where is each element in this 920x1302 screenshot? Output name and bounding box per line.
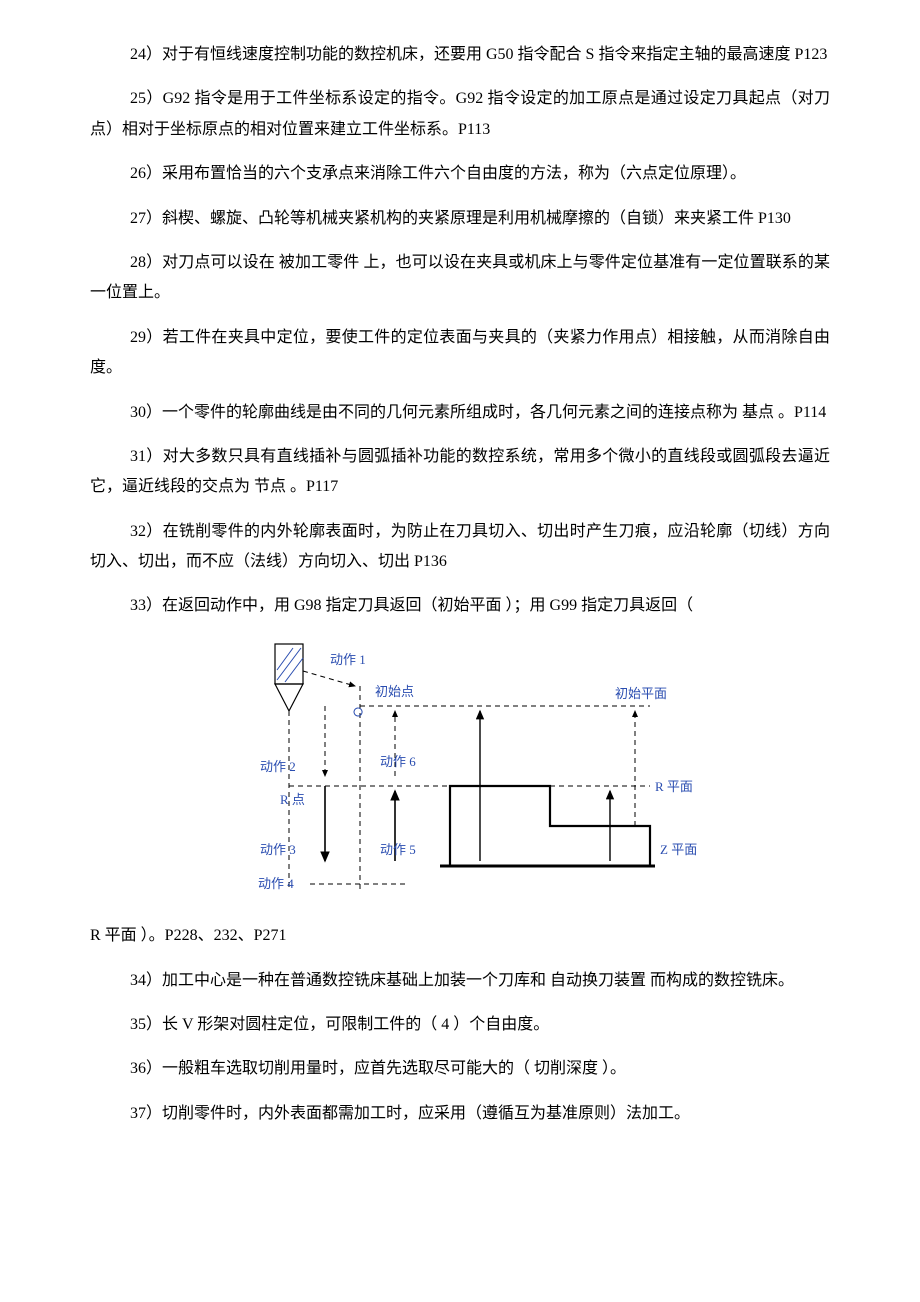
lbl-action4: 动作 4 [258,876,294,891]
lbl-start-point: 初始点 [375,684,414,699]
lbl-action1: 动作 1 [330,652,366,667]
lbl-action6: 动作 6 [380,754,416,769]
lbl-r-point: R 点 [280,792,305,807]
diagram-svg: 动作 1 初始点 初始平面 动作 2 动作 6 R 点 R 平面 动作 3 动作… [180,636,740,906]
para-37: 37）切削零件时，内外表面都需加工时，应采用（遵循互为基准原则）法加工。 [90,1099,830,1129]
para-31: 31）对大多数只具有直线插补与圆弧插补功能的数控系统，常用多个微小的直线段或圆弧… [90,442,830,503]
para-30: 30）一个零件的轮廓曲线是由不同的几何元素所组成时，各几何元素之间的连接点称为 … [90,398,830,428]
para-28: 28）对刀点可以设在 被加工零件 上，也可以设在夹具或机床上与零件定位基准有一定… [90,248,830,309]
para-27: 27）斜楔、螺旋、凸轮等机械夹紧机构的夹紧原理是利用机械摩擦的（自锁）来夹紧工件… [90,204,830,234]
para-33: 33）在返回动作中，用 G98 指定刀具返回（初始平面 ）；用 G99 指定刀具… [90,591,830,621]
lbl-action5: 动作 5 [380,842,416,857]
lbl-action2: 动作 2 [260,759,296,774]
lbl-start-plane: 初始平面 [615,686,667,701]
para-34: 34）加工中心是一种在普通数控铣床基础上加装一个刀库和 自动换刀装置 而构成的数… [90,966,830,996]
para-29: 29）若工件在夹具中定位，要使工件的定位表面与夹具的（夹紧力作用点）相接触，从而… [90,323,830,384]
lbl-z-plane: Z 平面 [660,842,697,857]
para-25: 25）G92 指令是用于工件坐标系设定的指令。G92 指令设定的加工原点是通过设… [90,84,830,145]
para-26: 26）采用布置恰当的六个支承点来消除工件六个自由度的方法，称为（六点定位原理）。 [90,159,830,189]
para-33b: R 平面 ）。P228、232、P271 [90,921,830,951]
para-32: 32）在铣削零件的内外轮廓表面时，为防止在刀具切入、切出时产生刀痕，应沿轮廓（切… [90,517,830,578]
drilling-cycle-diagram: 动作 1 初始点 初始平面 动作 2 动作 6 R 点 R 平面 动作 3 动作… [90,636,830,917]
para-35: 35）长 V 形架对圆柱定位，可限制工件的（ 4 ）个自由度。 [90,1010,830,1040]
lbl-action3: 动作 3 [260,842,296,857]
para-24: 24）对于有恒线速度控制功能的数控机床，还要用 G50 指令配合 S 指令来指定… [90,40,830,70]
para-36: 36）一般粗车选取切削用量时，应首先选取尽可能大的（ 切削深度 ）。 [90,1054,830,1084]
lbl-r-plane: R 平面 [655,779,693,794]
